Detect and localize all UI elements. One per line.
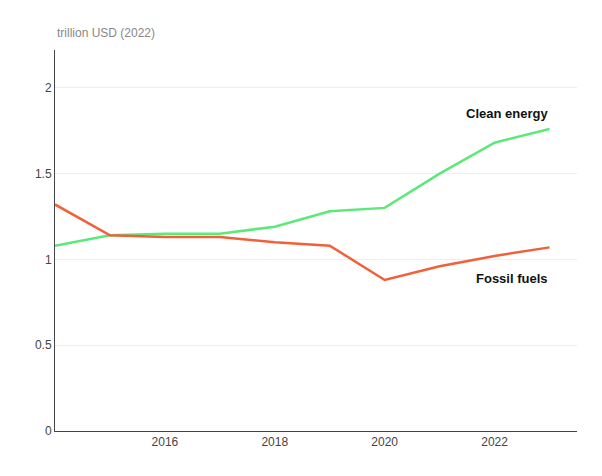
svg-text:0: 0 bbox=[45, 424, 52, 438]
svg-text:2016: 2016 bbox=[152, 435, 179, 449]
svg-text:2020: 2020 bbox=[371, 435, 398, 449]
svg-text:Fossil fuels: Fossil fuels bbox=[476, 271, 548, 286]
svg-text:2: 2 bbox=[45, 81, 52, 95]
svg-text:Clean energy: Clean energy bbox=[466, 106, 548, 121]
svg-text:2022: 2022 bbox=[481, 435, 508, 449]
svg-text:2018: 2018 bbox=[261, 435, 288, 449]
svg-text:1: 1 bbox=[45, 253, 52, 267]
svg-text:trillion USD (2022): trillion USD (2022) bbox=[57, 26, 155, 40]
svg-text:0.5: 0.5 bbox=[35, 338, 52, 352]
svg-text:1.5: 1.5 bbox=[35, 167, 52, 181]
